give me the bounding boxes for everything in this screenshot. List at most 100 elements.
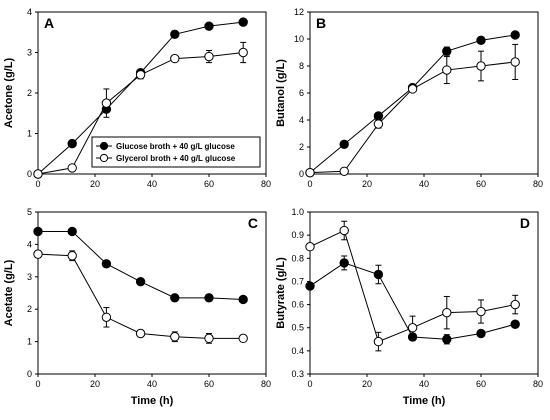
data-point [305, 242, 315, 252]
y-tick-label: 8 [299, 61, 304, 71]
y-axis-label: Acetone (g/L) [3, 58, 15, 129]
x-axis-label: Time (h) [131, 395, 174, 407]
data-point [339, 139, 349, 150]
y-tick-label: 4 [299, 115, 304, 125]
plot-frame [37, 211, 267, 375]
data-point [305, 281, 315, 291]
data-point [67, 226, 77, 237]
data-point [510, 57, 520, 67]
series-open [33, 41, 248, 179]
y-tick-label: 0.3 [291, 369, 304, 379]
data-point [442, 46, 452, 56]
data-point [442, 65, 452, 75]
legend-label: Glucose broth + 40 g/L glucose [116, 142, 235, 151]
y-tick-label: 3 [27, 272, 32, 282]
data-point [204, 333, 214, 344]
y-tick-label: 1 [27, 337, 32, 347]
y-tick-label: 0 [299, 169, 304, 179]
x-tick-label: 20 [90, 379, 100, 389]
data-point [33, 249, 43, 259]
data-point [135, 70, 146, 80]
series-open [305, 220, 520, 352]
y-axis-label: Butanol (g/L) [275, 59, 287, 127]
y-tick-label: 0.8 [291, 253, 304, 263]
y-tick-label: 1.0 [291, 207, 304, 217]
data-point [510, 299, 520, 310]
data-point [67, 163, 77, 173]
x-tick-label: 0 [35, 179, 40, 189]
data-point [510, 30, 520, 40]
panel-letter: A [44, 15, 54, 31]
data-point [67, 138, 77, 149]
x-tick-label: 80 [533, 379, 543, 389]
data-point [170, 332, 180, 342]
panel-letter: D [520, 215, 530, 231]
x-tick-label: 60 [476, 179, 486, 189]
data-point [67, 251, 77, 261]
data-point [305, 167, 315, 178]
x-tick-label: 20 [362, 379, 372, 389]
panel-letter: C [248, 215, 258, 231]
series-line [309, 61, 516, 174]
y-tick-label: 6 [299, 88, 304, 98]
data-point [339, 225, 349, 236]
data-point [204, 293, 214, 303]
data-point [339, 258, 349, 268]
data-point [476, 306, 486, 317]
data-point [238, 294, 248, 305]
data-point [33, 169, 43, 179]
x-tick-label: 0 [307, 379, 312, 389]
data-point [170, 53, 180, 64]
data-point [476, 61, 486, 71]
data-point [442, 334, 452, 344]
y-tick-label: 0.9 [291, 230, 304, 240]
data-point [510, 319, 520, 329]
legend-box [91, 136, 261, 168]
data-point [442, 307, 452, 318]
data-point [135, 328, 146, 339]
data-point [101, 312, 112, 322]
y-tick-label: 0.6 [291, 300, 304, 310]
y-tick-label: 4 [27, 7, 32, 17]
data-point [238, 333, 248, 344]
y-tick-label: 2 [27, 88, 32, 98]
series-filled [33, 226, 248, 305]
data-point [135, 276, 146, 287]
y-tick-label: 0 [27, 369, 32, 379]
legend-label: Glycerol broth + 40 g/L glucose [116, 154, 236, 163]
x-tick-label: 0 [35, 379, 40, 389]
y-tick-label: 2 [27, 304, 32, 314]
series-open [33, 249, 248, 344]
y-tick-label: 12 [294, 7, 304, 17]
data-point [238, 47, 248, 58]
x-tick-label: 60 [204, 179, 214, 189]
data-point [170, 29, 180, 39]
y-tick-label: 2 [299, 142, 304, 152]
x-tick-label: 60 [204, 379, 214, 389]
y-tick-label: 5 [27, 207, 32, 217]
x-tick-label: 60 [476, 379, 486, 389]
legend-marker [99, 153, 109, 163]
panel-letter: B [316, 15, 326, 31]
series-filled [33, 17, 248, 179]
series-filled [305, 30, 520, 178]
y-tick-label: 3 [27, 48, 32, 58]
data-point [373, 111, 384, 121]
legend: Glucose broth + 40 g/L glucose Glycerol b… [91, 136, 261, 168]
data-point [407, 323, 418, 333]
y-axis-label: Acetate (g/L) [3, 259, 15, 326]
panel-d: 0 20 40 60 80 0.3 0.4 0.5 0.6 0.7 0.8 0.9 1.0 Butyrat… [275, 207, 543, 407]
y-tick-label: 4 [27, 239, 32, 249]
panel-b: 0 20 40 60 80 0 2 4 6 8 10 12 Butanol (g/L) B [275, 7, 543, 189]
y-tick-label: 0.4 [291, 346, 304, 356]
panel-a: 0 20 40 60 80 0 1 2 3 4 Acetone (g/L) A [3, 7, 271, 189]
x-tick-label: 40 [419, 379, 429, 389]
x-tick-label: 80 [533, 179, 543, 189]
data-point [373, 119, 384, 129]
x-tick-label: 40 [147, 379, 157, 389]
panel-c: 0 20 40 60 80 0 1 2 3 4 5 Acetate (g/L) Time (h) C [3, 207, 271, 407]
x-axis-label: Time (h) [403, 395, 446, 407]
data-point [204, 21, 214, 31]
x-tick-label: 0 [307, 179, 312, 189]
